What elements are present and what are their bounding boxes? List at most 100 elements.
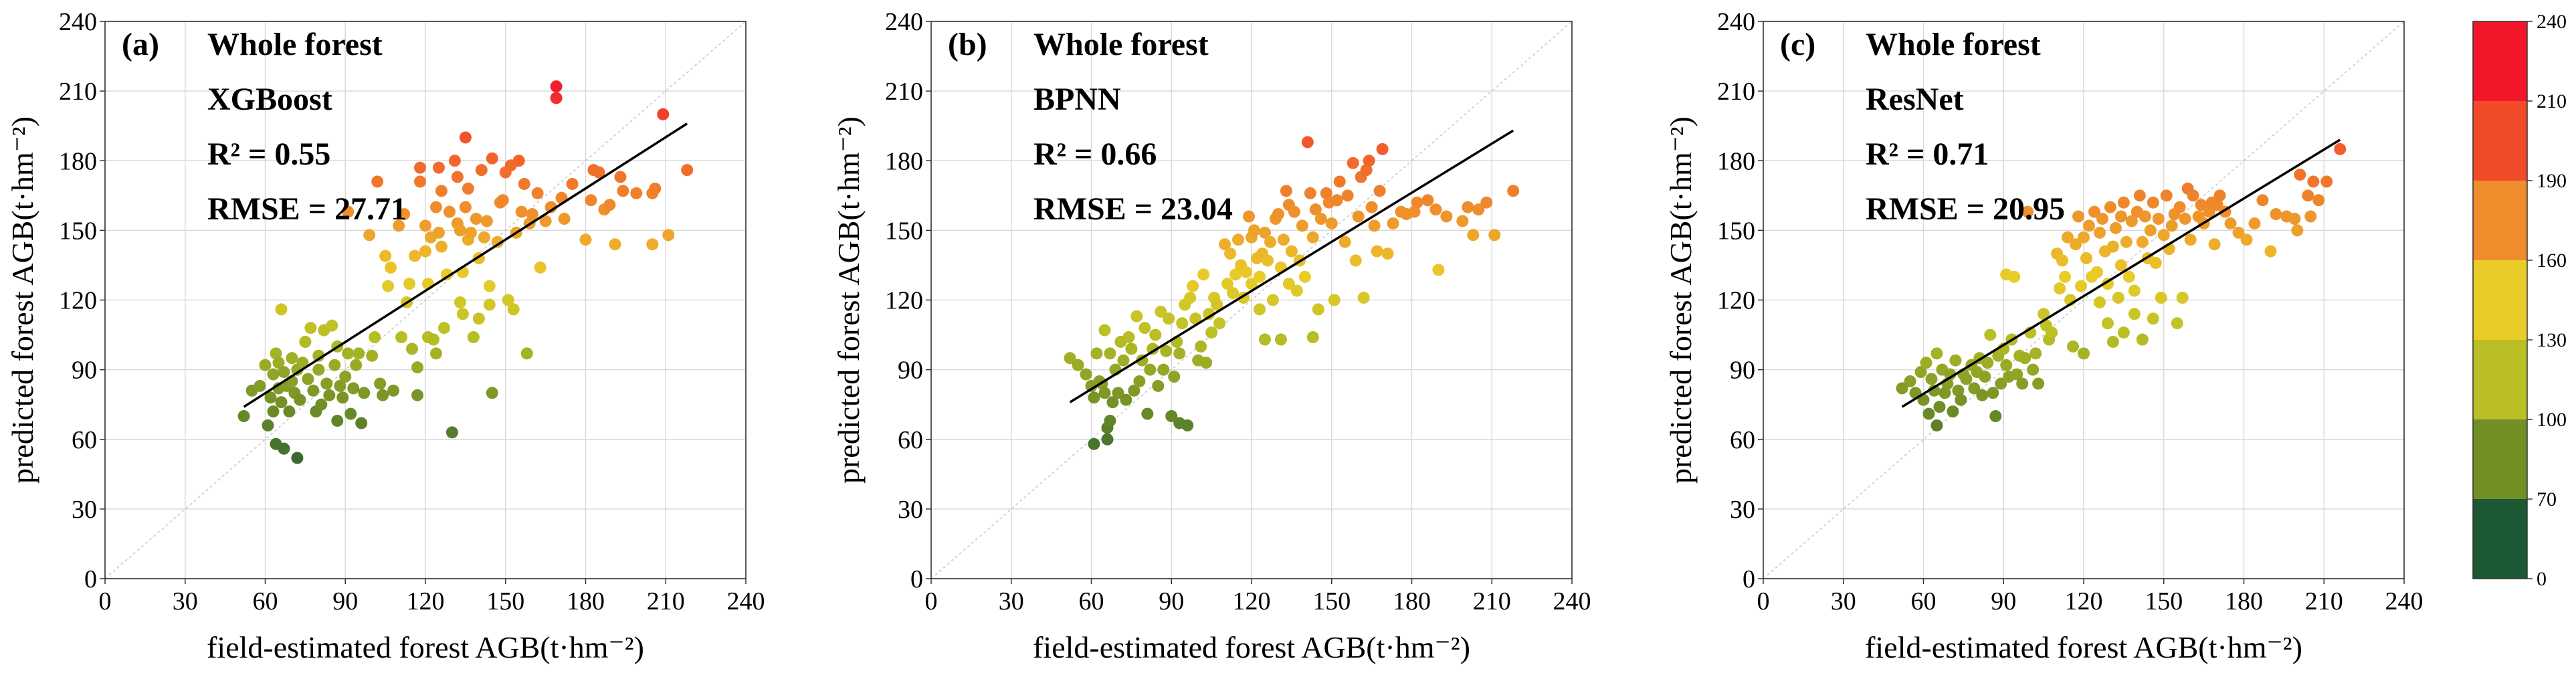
x-tick-label: 90 xyxy=(1159,587,1184,615)
data-point xyxy=(339,371,352,383)
data-point xyxy=(2302,189,2314,202)
data-point xyxy=(1173,347,1186,360)
data-point xyxy=(1243,210,1256,223)
data-point xyxy=(1387,217,1399,229)
x-tick-label: 150 xyxy=(486,587,524,615)
fit-line xyxy=(1901,138,2341,408)
data-point xyxy=(1339,235,1351,248)
y-tick-label: 180 xyxy=(59,147,97,175)
data-point xyxy=(1266,294,1279,306)
data-point xyxy=(1122,331,1135,344)
data-point xyxy=(2120,235,2133,248)
data-point xyxy=(1197,268,1210,281)
data-point xyxy=(2334,142,2347,155)
data-point xyxy=(1365,201,1378,213)
x-tick-label: 120 xyxy=(407,587,445,615)
y-tick-label: 210 xyxy=(885,78,923,106)
data-point xyxy=(1480,196,1493,209)
y-tick-label: 180 xyxy=(885,147,923,175)
data-point xyxy=(2256,194,2269,207)
data-point xyxy=(1157,363,1170,376)
x-tick-label: 240 xyxy=(727,587,765,615)
data-point xyxy=(331,414,344,427)
data-point xyxy=(502,294,514,306)
data-point xyxy=(2029,347,2042,360)
data-point xyxy=(1229,268,1242,281)
data-point xyxy=(1152,379,1165,392)
data-point xyxy=(320,377,333,390)
data-point xyxy=(440,268,453,281)
data-point xyxy=(2016,377,2029,390)
colorbar-label: 0 xyxy=(2537,568,2547,590)
panel-title: Whole forest xyxy=(207,27,383,62)
x-tick-label: 90 xyxy=(1991,587,2016,615)
data-point xyxy=(270,347,282,360)
x-tick-label: 60 xyxy=(1079,587,1104,615)
data-point xyxy=(518,177,530,190)
data-point xyxy=(657,108,670,120)
data-point xyxy=(2096,213,2108,225)
data-point xyxy=(491,235,504,248)
data-point xyxy=(2062,231,2074,244)
data-point xyxy=(1467,229,1480,242)
data-point xyxy=(315,398,328,411)
data-point xyxy=(1296,219,1308,232)
x-tick-label: 210 xyxy=(647,587,685,615)
data-point xyxy=(1120,393,1132,406)
data-point xyxy=(2078,347,2090,360)
data-point xyxy=(1306,231,1319,244)
model-name: ResNet xyxy=(1866,82,1964,117)
data-point xyxy=(2011,368,2023,381)
data-point xyxy=(2046,326,2058,339)
data-point xyxy=(264,391,277,404)
data-point xyxy=(1253,270,1266,283)
data-point xyxy=(350,359,363,371)
data-point xyxy=(1181,419,1194,431)
data-point xyxy=(2038,308,2050,320)
data-point xyxy=(2171,317,2183,330)
data-point xyxy=(2160,189,2173,202)
data-point xyxy=(403,278,416,290)
data-point xyxy=(1922,407,1935,420)
data-point xyxy=(2307,175,2320,188)
data-point xyxy=(630,187,643,199)
data-point xyxy=(662,229,675,242)
data-point xyxy=(478,231,490,244)
data-point xyxy=(267,405,280,418)
data-point xyxy=(558,213,571,225)
y-axis-title: predicted forest AGB(t·hm⁻²) xyxy=(831,116,866,484)
colorbar-label: 70 xyxy=(2537,488,2557,510)
y-tick-label: 150 xyxy=(885,217,923,245)
data-point xyxy=(1064,352,1076,365)
data-point xyxy=(1248,224,1260,237)
data-point xyxy=(1232,233,1245,246)
data-point xyxy=(1363,155,1375,167)
data-point xyxy=(1290,284,1303,297)
data-point xyxy=(393,219,405,232)
data-point xyxy=(2312,194,2325,207)
data-point xyxy=(414,175,427,188)
data-point xyxy=(237,410,250,423)
data-point xyxy=(328,359,341,371)
data-point xyxy=(382,280,395,292)
y-tick-label: 90 xyxy=(898,357,923,385)
data-point xyxy=(2248,217,2261,229)
data-point xyxy=(579,233,592,246)
data-point xyxy=(550,92,563,104)
data-point xyxy=(275,396,288,409)
data-point xyxy=(1507,185,1520,197)
data-point xyxy=(1176,317,1189,330)
data-point xyxy=(539,215,552,227)
data-point xyxy=(1282,278,1295,290)
data-point xyxy=(1368,219,1381,232)
data-point xyxy=(1955,393,1967,406)
data-point xyxy=(1221,278,1234,290)
data-point xyxy=(2176,292,2189,304)
y-tick-label: 60 xyxy=(1730,426,1755,454)
panel-a: 0 30 60 90 120 150 180 210 240 0 30 60 90 120 150 180 21… xyxy=(5,8,765,664)
data-point xyxy=(2208,238,2221,251)
data-point xyxy=(2157,229,2170,242)
y-tick-label: 60 xyxy=(898,426,923,454)
data-point xyxy=(2072,210,2085,223)
data-point xyxy=(2109,221,2122,234)
